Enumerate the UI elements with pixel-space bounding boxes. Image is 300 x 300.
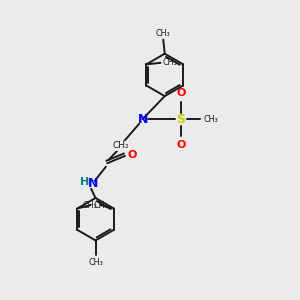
Text: CH₃: CH₃ bbox=[93, 201, 108, 210]
Text: S: S bbox=[176, 112, 185, 126]
Text: CH₂: CH₂ bbox=[112, 141, 129, 150]
Text: CH₃: CH₃ bbox=[163, 58, 178, 67]
Text: H: H bbox=[80, 177, 89, 187]
Text: CH₃: CH₃ bbox=[88, 258, 103, 267]
Text: CH₃: CH₃ bbox=[83, 201, 98, 210]
Text: O: O bbox=[177, 88, 186, 98]
Text: CH₃: CH₃ bbox=[203, 115, 218, 124]
Text: O: O bbox=[127, 150, 137, 160]
Text: CH₃: CH₃ bbox=[156, 28, 171, 38]
Text: N: N bbox=[88, 177, 98, 190]
Text: N: N bbox=[137, 112, 148, 126]
Text: O: O bbox=[177, 140, 186, 150]
